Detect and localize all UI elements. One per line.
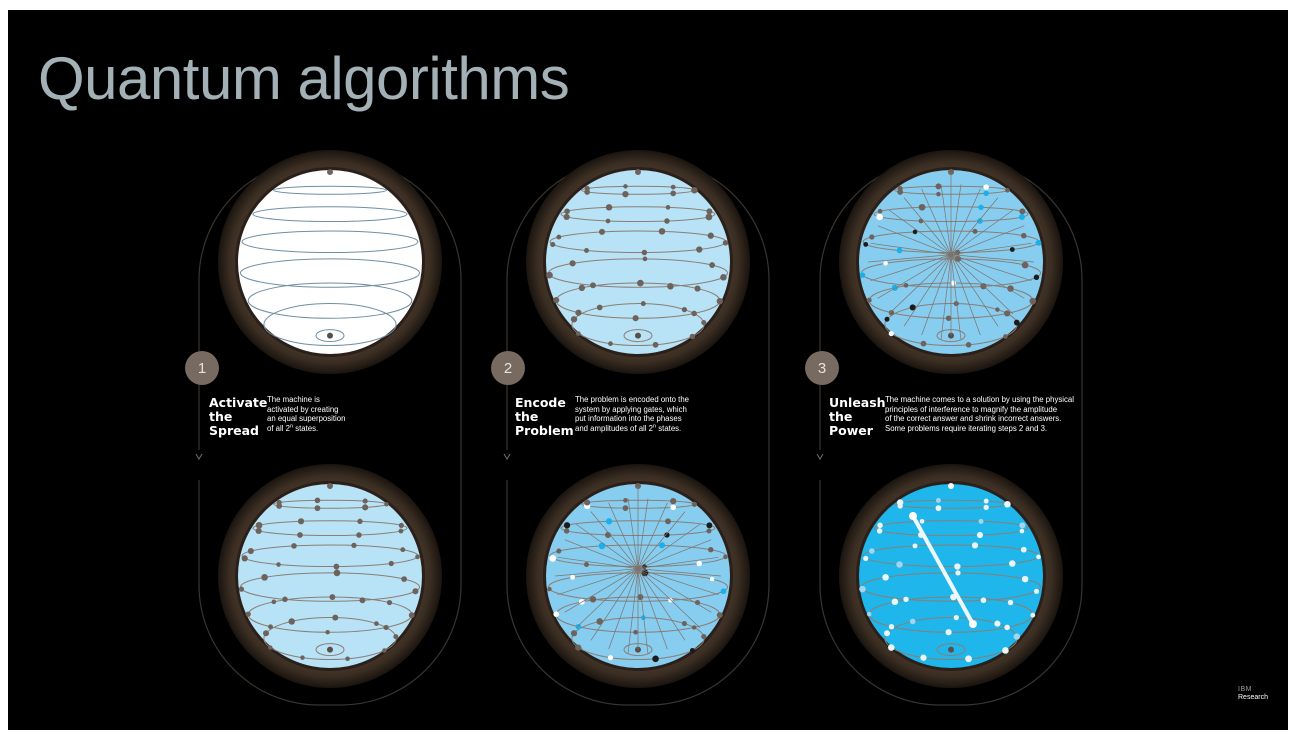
step-1-description: The machine is activated by creating an … (267, 395, 346, 433)
step-3-badge: 3 (805, 351, 839, 385)
step-3-description: The machine comes to a solution by using… (885, 395, 1074, 433)
step-3-title: Unleash the Power (829, 395, 886, 438)
sphere-interference-icon (526, 464, 750, 688)
step-1-title: Activate the Spread (209, 395, 268, 438)
sphere-interference-icon (839, 150, 1063, 374)
sphere-dotted-icon (218, 464, 442, 688)
quantum-diagram (195, 150, 1083, 706)
step-2-title: Encode the Problem (515, 395, 574, 438)
slide: Quantum algorithms 1 2 3 Activate the Sp… (8, 10, 1288, 730)
slide-title: Quantum algorithms (38, 45, 570, 112)
step-2-description: The problem is encoded onto the system b… (575, 395, 689, 433)
step-2-badge: 2 (491, 351, 525, 385)
sphere-white-icon (218, 150, 442, 374)
step-1-badge: 1 (185, 351, 219, 385)
ibm-research-logo: IBM Research (1238, 686, 1268, 701)
sphere-solution-icon (839, 464, 1063, 688)
sphere-dotted-icon (526, 150, 750, 374)
